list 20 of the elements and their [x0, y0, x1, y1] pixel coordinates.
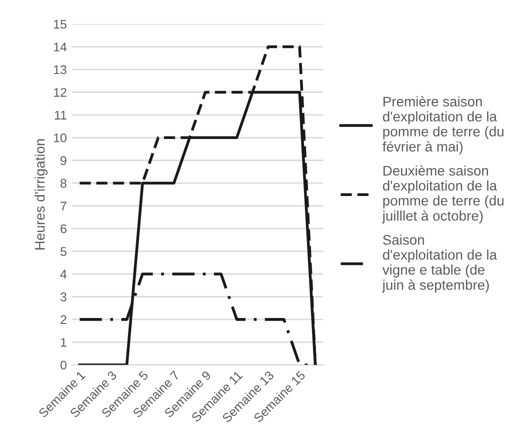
y-tick-label: 6: [60, 224, 66, 234]
y-tick-label: 1: [60, 338, 66, 347]
y-tick-label: 11: [54, 110, 66, 120]
y-tick-label: 5: [60, 247, 66, 256]
y-tick-label: 12: [54, 88, 66, 97]
y-tick-label: 13: [54, 65, 66, 74]
legend-label: Saison d'exploitation de la vigne e table (de juin à septembre): [382, 234, 497, 293]
legend-label: Deuxième saison d'exploitation de la pomme de terre (du juilllet à octobre): [382, 165, 504, 224]
y-tick-label: 8: [60, 178, 66, 188]
legend-label: Première saison d'exploitation de la pomme de terre (du février à mai): [382, 96, 504, 154]
y-tick-label: 14: [54, 42, 67, 52]
y-tick-label: 9: [60, 156, 66, 166]
y-tick-label: 0: [60, 360, 66, 370]
y-tick-label: 10: [54, 133, 66, 142]
y-tick-label: 4: [60, 270, 67, 279]
y-tick-label: 2: [60, 315, 66, 324]
y-tick-label: 15: [54, 20, 66, 29]
y-axis-title: Heures d'irrigation: [34, 139, 48, 250]
y-tick-label: 7: [60, 202, 66, 210]
y-tick-label: 3: [60, 292, 66, 302]
